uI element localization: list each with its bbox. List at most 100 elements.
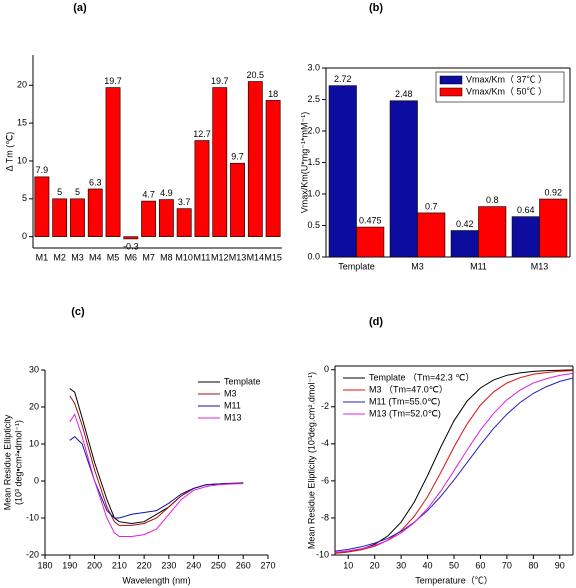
y-tick-label: 5 <box>22 193 27 203</box>
bar <box>247 81 263 237</box>
value-label: 4.9 <box>160 188 173 198</box>
y-tick-label: 10 <box>29 438 39 448</box>
y-tick-label: 10 <box>17 155 27 165</box>
value-label: 12.7 <box>193 129 211 139</box>
bar <box>34 176 50 237</box>
x-axis-label: Temperature（℃） <box>415 575 493 585</box>
legend-label: M3 （Tm=47.0℃） <box>369 384 448 394</box>
legend-label: Vmax/Km（ 50℃ ） <box>466 86 547 96</box>
x-tick-label: 20 <box>370 560 380 570</box>
value-label: 19.7 <box>211 76 229 86</box>
x-tick-label: 270 <box>260 560 275 570</box>
x-tick-label: M6 <box>125 252 138 262</box>
y-tick-label: -2 <box>321 401 329 411</box>
x-tick-label: M8 <box>160 252 173 262</box>
x-tick-label: 200 <box>87 560 102 570</box>
y-tick-label: -6 <box>321 475 329 485</box>
value-label: 2.48 <box>395 89 413 99</box>
value-label: 19.7 <box>104 76 122 86</box>
line <box>334 372 574 553</box>
value-label: 18 <box>268 89 278 99</box>
bar <box>52 198 68 237</box>
bar <box>511 216 540 258</box>
value-label: 5 <box>75 187 80 197</box>
x-tick-label: 230 <box>161 560 176 570</box>
x-tick-label: M5 <box>107 252 120 262</box>
x-tick-label: M11 <box>470 261 487 271</box>
bar <box>450 230 479 258</box>
legend-swatch <box>439 87 463 97</box>
x-tick-label: M13 <box>531 261 549 271</box>
bar <box>328 85 357 258</box>
bar <box>123 236 139 240</box>
line <box>334 370 574 554</box>
y-tick-label: 1.0 <box>307 188 320 198</box>
x-tick-label: M12 <box>211 252 229 262</box>
legend-box <box>435 71 565 103</box>
legend-label: M13 <box>224 412 242 422</box>
value-label: 0.42 <box>456 219 474 229</box>
x-tick-label: 180 <box>37 560 52 570</box>
x-tick-label: 240 <box>186 560 201 570</box>
legend-label: M11 <box>224 400 241 410</box>
x-tick-label: M7 <box>142 252 155 262</box>
legend-label: M11 (Tm=55.0℃) <box>369 396 440 406</box>
bar <box>141 200 157 237</box>
line <box>334 377 574 552</box>
y-tick-label: 0 <box>22 231 27 241</box>
value-label: 20.5 <box>247 70 265 80</box>
y-tick-label: 0 <box>324 364 329 374</box>
x-tick-label: 70 <box>502 560 512 570</box>
value-label: 0.8 <box>486 195 499 205</box>
value-label: 0.7 <box>425 201 438 211</box>
x-tick-label: M3 <box>411 261 424 271</box>
x-tick-label: M4 <box>89 252 102 262</box>
line <box>69 413 244 537</box>
x-axis-label: Wavelength (nm) <box>122 575 190 585</box>
x-tick-label: 250 <box>211 560 226 570</box>
bar <box>356 226 385 258</box>
y-tick-label: 15 <box>17 117 27 127</box>
legend-label: M13 (Tm=52.0℃) <box>369 408 441 418</box>
bar <box>87 188 103 237</box>
y-axis-label: Mean Residue Ellipticity <box>2 414 12 510</box>
y-tick-label: 2.0 <box>307 125 320 135</box>
x-tick-label: 10 <box>343 560 353 570</box>
y-axis-label: (10³ deg•cm²•dmol⁻¹) <box>13 420 23 505</box>
y-tick-label: -10 <box>316 549 329 559</box>
y-axis-label: Vmax/Km(U*mg⁻¹*mM⁻¹) <box>299 112 309 214</box>
bar <box>417 212 446 258</box>
x-tick-label: 190 <box>62 560 77 570</box>
y-tick-label: -4 <box>321 438 329 448</box>
bar <box>70 198 85 237</box>
y-tick-label: 2.5 <box>307 94 320 104</box>
bar <box>158 199 174 237</box>
value-label: 3.7 <box>178 197 191 207</box>
x-tick-label: 210 <box>112 560 127 570</box>
x-tick-label: M11 <box>194 252 211 262</box>
x-tick-label: M10 <box>175 252 193 262</box>
value-label: -0.3 <box>123 241 139 251</box>
bar <box>478 206 507 258</box>
legend-swatch <box>439 75 463 85</box>
value-label: 2.72 <box>334 74 352 84</box>
y-tick-label: 1.5 <box>307 157 320 167</box>
bar <box>265 100 281 237</box>
x-tick-label: 90 <box>555 560 565 570</box>
bar <box>176 208 192 237</box>
x-tick-label: M3 <box>71 252 84 262</box>
x-tick-label: Template <box>338 261 375 271</box>
bar <box>212 87 228 237</box>
line <box>69 388 244 525</box>
y-tick-label: -10 <box>26 512 39 522</box>
x-tick-label: 40 <box>423 560 433 570</box>
value-label: 7.9 <box>36 165 49 175</box>
value-label: 6.3 <box>89 177 102 187</box>
line <box>69 435 244 519</box>
y-tick-label: 20 <box>29 401 39 411</box>
x-tick-label: 220 <box>137 560 152 570</box>
y-tick-label: 0.0 <box>307 251 320 261</box>
value-label: 0.92 <box>544 187 562 197</box>
y-tick-label: -8 <box>321 512 329 522</box>
legend-label: Vmax/Km（ 37℃ ） <box>466 74 547 84</box>
